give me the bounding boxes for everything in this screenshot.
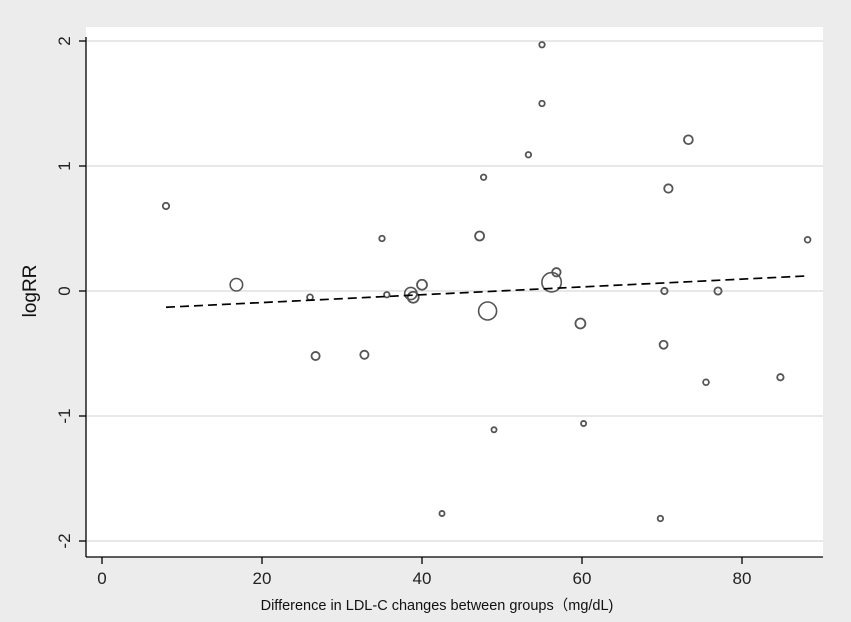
y-tick-label-2: 2: [55, 36, 74, 45]
data-point-14: [477, 301, 498, 321]
data-point-22: [580, 420, 588, 427]
plot-area: [86, 27, 823, 557]
gridlines: [87, 40, 823, 542]
y-tick-label--1: -1: [55, 408, 74, 423]
data-point-30: [776, 373, 785, 382]
x-axis-label: Difference in LDL-C changes between grou…: [261, 597, 614, 614]
data-point-29: [713, 286, 723, 296]
data-point-27: [683, 134, 694, 146]
x-tick-label-40: 40: [413, 569, 432, 588]
data-point-11: [438, 510, 446, 517]
data-point-2: [229, 277, 244, 292]
data-point-28: [702, 378, 710, 387]
data-point-17: [538, 41, 546, 49]
data-point-9: [406, 290, 420, 304]
data-point-21: [574, 317, 587, 330]
x-tick-label-20: 20: [253, 569, 272, 588]
y-tick-label--2: -2: [55, 533, 74, 548]
y-axis-label: logRR: [20, 265, 41, 318]
data-point-25: [660, 286, 669, 296]
x-tick-label-60: 60: [573, 569, 592, 588]
data-point-1: [161, 201, 171, 211]
data-point-15: [490, 426, 498, 434]
data-point-18: [538, 99, 546, 108]
data-point-20: [551, 267, 562, 278]
data-point-24: [658, 339, 669, 350]
data-point-6: [378, 234, 386, 243]
y-tick-label-1: 1: [55, 161, 74, 170]
data-point-10: [416, 278, 428, 291]
data-point-5: [359, 349, 370, 360]
y-tick-labels: -2 -1 0 1 2: [55, 36, 74, 548]
x-tick-label-0: 0: [97, 569, 106, 588]
fit-line: [165, 275, 807, 309]
data-point-26: [663, 183, 674, 194]
data-point-23: [656, 514, 665, 523]
data-markers: [161, 41, 812, 523]
data-point-7: [383, 291, 391, 299]
x-tick-labels: 0 20 40 60 80: [97, 569, 751, 588]
data-point-12: [474, 230, 486, 242]
x-tick-label-80: 80: [733, 569, 752, 588]
axes: [79, 37, 823, 564]
data-point-16: [524, 151, 533, 159]
data-point-13: [479, 173, 488, 181]
y-tick-label-0: 0: [55, 286, 74, 295]
data-point-31: [803, 235, 812, 244]
data-point-4: [310, 351, 321, 361]
